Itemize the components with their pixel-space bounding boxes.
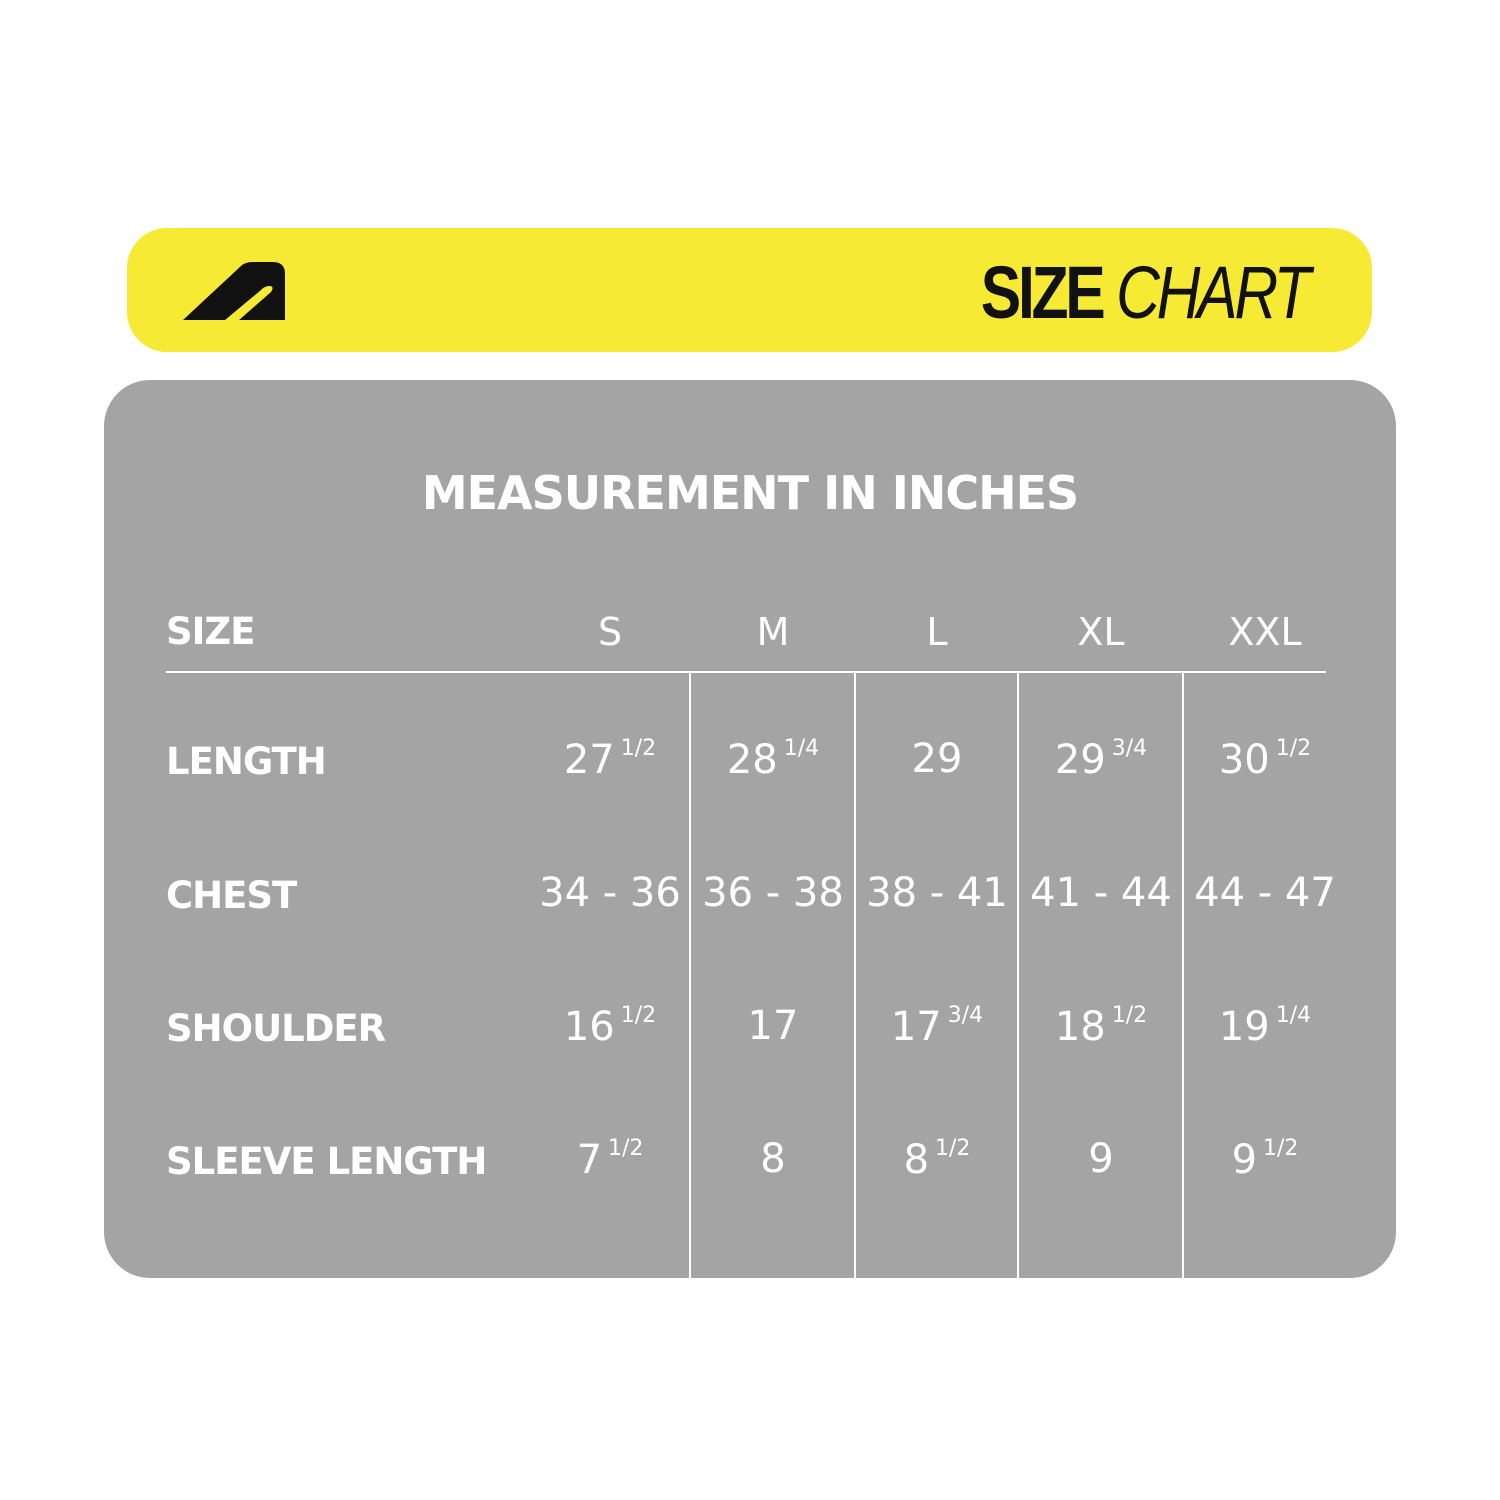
cell-value: 36 - 38 xyxy=(702,870,844,916)
table-cell: 7 1/2 xyxy=(528,1136,692,1183)
cell-fraction: 1/2 xyxy=(1275,736,1312,761)
cell-value: 9 xyxy=(1231,1137,1258,1183)
cell-value: 27 xyxy=(563,737,615,783)
cell-fraction: 1/2 xyxy=(608,1136,644,1161)
cell-fraction: 3/4 xyxy=(1111,736,1148,761)
cell-fraction: 1/4 xyxy=(783,736,820,761)
header-divider xyxy=(166,671,1326,673)
table-cell: 9 xyxy=(1019,1136,1183,1182)
table-cell: 17 3/4 xyxy=(855,1003,1019,1050)
table-cell: 28 1/4 xyxy=(691,736,855,783)
cell-value: 41 - 44 xyxy=(1030,870,1172,916)
table-cell: 29 3/4 xyxy=(1019,736,1183,783)
table-cell: 34 - 36 xyxy=(528,870,692,916)
column-divider xyxy=(854,672,856,1278)
cell-fraction: 1/4 xyxy=(1275,1003,1312,1028)
column-header-l: L xyxy=(926,610,948,654)
cell-fraction: 3/4 xyxy=(947,1003,984,1028)
table-cell: 16 1/2 xyxy=(528,1003,692,1050)
row-label: SLEEVE LENGTH xyxy=(166,1140,487,1183)
table-cell: 19 1/4 xyxy=(1183,1003,1347,1050)
table-cell: 41 - 44 xyxy=(1019,870,1183,916)
column-header-s: S xyxy=(597,610,623,654)
table-heading: MEASUREMENT IN INCHES xyxy=(421,466,1079,520)
table-cell: 36 - 38 xyxy=(691,870,855,916)
brand-logo-icon xyxy=(183,262,285,320)
cell-value: 17 xyxy=(890,1004,942,1050)
table-cell: 18 1/2 xyxy=(1019,1003,1183,1050)
cell-value: 16 xyxy=(563,1004,615,1050)
cell-value: 34 - 36 xyxy=(539,870,681,916)
cell-fraction: 1/2 xyxy=(1111,1003,1148,1028)
column-header-xl: XL xyxy=(1077,610,1125,654)
column-header-m: M xyxy=(756,610,790,654)
table-cell: 30 1/2 xyxy=(1183,736,1347,783)
cell-value: 19 xyxy=(1218,1004,1270,1050)
table-cell: 17 xyxy=(691,1003,855,1049)
cell-fraction: 1/2 xyxy=(935,1136,971,1161)
cell-value: 28 xyxy=(726,737,778,783)
cell-value: 8 xyxy=(903,1137,930,1183)
table-cell: 38 - 41 xyxy=(855,870,1019,916)
table-cell: 8 1/2 xyxy=(855,1136,1019,1183)
cell-value: 29 xyxy=(1054,737,1106,783)
banner-title: SIZE CHART xyxy=(981,251,1311,334)
cell-value: 29 xyxy=(911,736,963,782)
table-cell: 29 xyxy=(855,736,1019,782)
cell-value: 17 xyxy=(747,1003,799,1049)
cell-value: 44 - 47 xyxy=(1194,870,1336,916)
column-divider xyxy=(689,672,691,1278)
table-cell: 9 1/2 xyxy=(1183,1136,1347,1183)
cell-value: 18 xyxy=(1054,1004,1106,1050)
cell-value: 9 xyxy=(1088,1136,1114,1182)
table-cell: 8 xyxy=(691,1136,855,1182)
row-label: LENGTH xyxy=(166,740,327,783)
column-divider xyxy=(1182,672,1184,1278)
cell-value: 7 xyxy=(576,1137,603,1183)
measurement-table-panel: MEASUREMENT IN INCHES SIZE S M L XL XXL LENGT… xyxy=(104,380,1396,1278)
column-divider xyxy=(1017,672,1019,1278)
header-size-label: SIZE xyxy=(166,610,256,653)
row-label: CHEST xyxy=(166,874,297,917)
size-chart-banner: SIZE CHART xyxy=(127,228,1372,352)
cell-fraction: 1/2 xyxy=(620,736,657,761)
table-cell: 27 1/2 xyxy=(528,736,692,783)
column-header-xxl: XXL xyxy=(1228,610,1302,654)
row-label: SHOULDER xyxy=(166,1007,386,1050)
table-cell: 44 - 47 xyxy=(1183,870,1347,916)
cell-fraction: 1/2 xyxy=(620,1003,657,1028)
cell-value: 38 - 41 xyxy=(866,870,1008,916)
cell-fraction: 1/2 xyxy=(1263,1136,1299,1161)
cell-value: 8 xyxy=(760,1136,786,1182)
cell-value: 30 xyxy=(1218,737,1270,783)
